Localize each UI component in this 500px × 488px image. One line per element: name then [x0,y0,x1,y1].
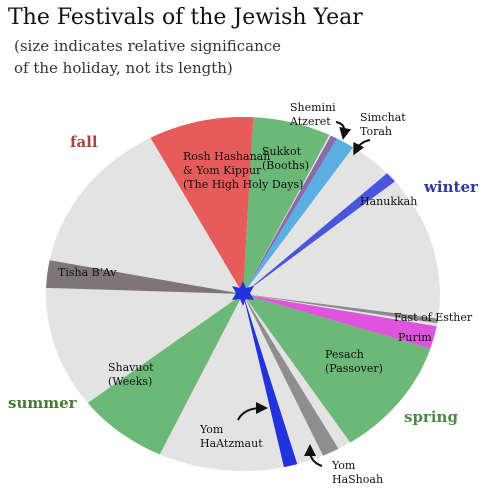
holiday-label: Yom [331,459,356,472]
holiday-wedge [243,173,396,294]
holiday-label: (Passover) [325,362,383,375]
holiday-label: Purim [398,331,432,344]
season-label: fall [70,133,98,151]
arrow [335,121,352,140]
holiday-wedge [243,135,338,294]
holiday-label: Tisha B'Av [58,266,117,279]
center-star [232,281,254,306]
holiday-wedge [243,294,431,443]
holiday-wedge [150,116,254,294]
holiday-label: Rosh Hashanah [183,150,270,163]
holiday-label: Shemini [290,101,336,114]
holiday-label: Shavuot [108,361,154,374]
wedges [46,116,439,468]
title: The Festivals of the Jewish Year [8,5,363,30]
season-label: winter [423,178,479,196]
holiday-label: Sukkot [262,145,302,158]
holiday-wedge [243,294,437,349]
holiday-label: (The High Holy Days) [183,178,303,191]
holiday-label: HaAtzmaut [200,437,263,450]
arrow [304,444,323,467]
holiday-label: Simchat [360,111,406,124]
holiday-label: & Yom Kippur [183,164,262,177]
holiday-wedge [243,294,439,324]
arrow [237,402,268,421]
holiday-label: Fast of Esther [394,311,473,324]
holiday-wedge [46,260,243,294]
holiday-wedge [87,294,244,455]
season-label: summer [8,394,78,412]
holiday-wedge [243,117,330,294]
holiday-label: Yom [199,423,224,436]
arrow [353,139,371,156]
holiday-label: Torah [360,125,392,138]
season-label: spring [404,408,458,426]
subtitle: of the holiday, not its length) [14,59,233,77]
holiday-label: Pesach [325,348,364,361]
holiday-label: HaShoah [332,473,383,486]
holiday-label: (Booths) [262,159,309,172]
holiday-label: Hanukkah [360,195,417,208]
holiday-wedge [243,294,339,456]
holiday-wedge [243,138,354,294]
subtitle: (size indicates relative significance [14,37,281,55]
arrows [237,121,371,467]
holiday-label: (Weeks) [108,375,152,388]
labels: Rosh Hashanah& Yom Kippur(The High Holy … [58,101,473,486]
holiday-label: Atzeret [289,115,331,128]
holiday-wedge [243,294,298,468]
